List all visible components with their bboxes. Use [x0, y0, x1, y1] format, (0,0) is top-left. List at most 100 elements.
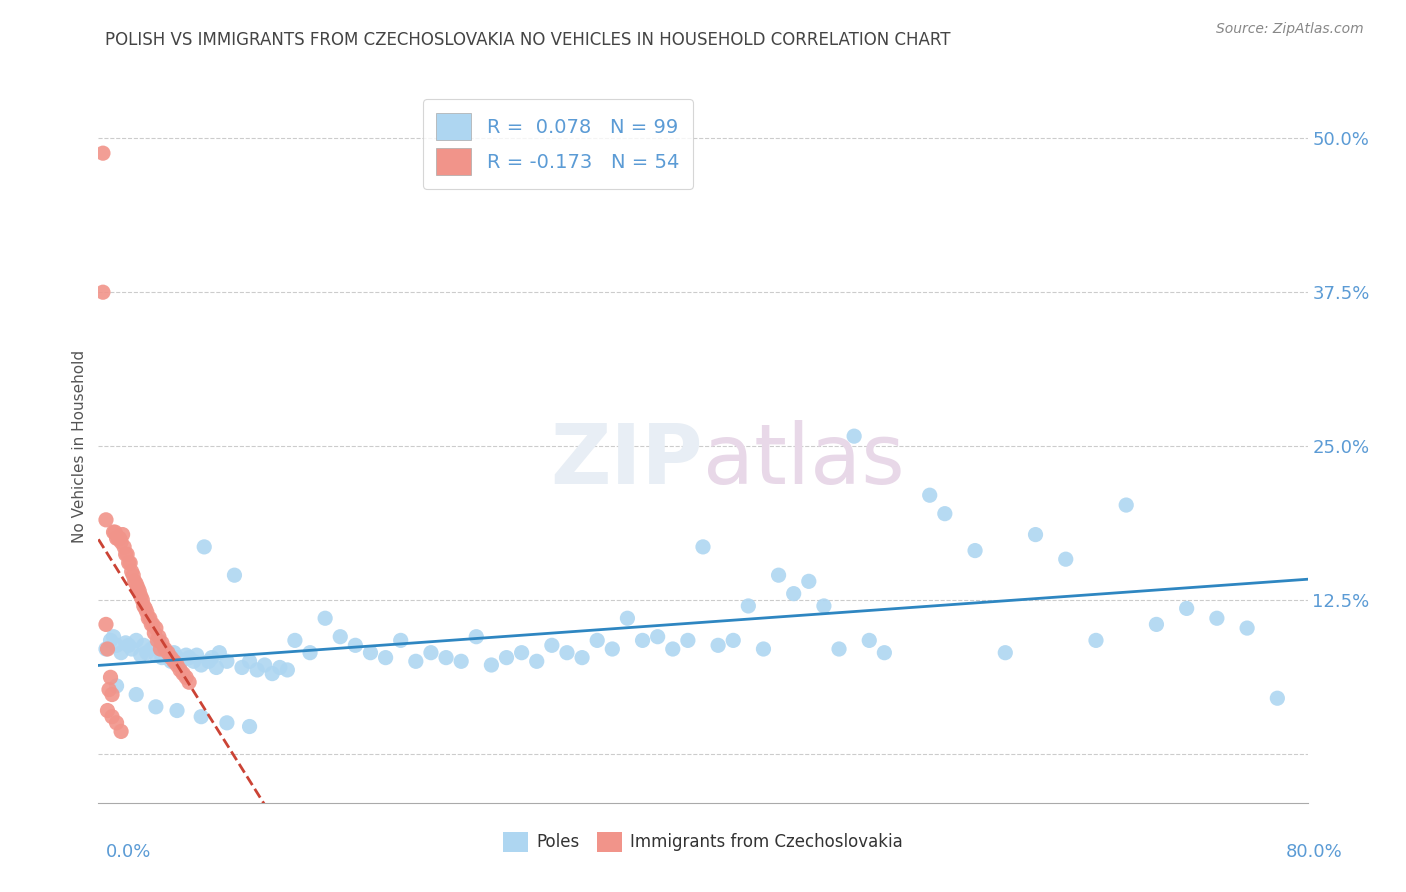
- Point: [111, 527, 134, 541]
- Point: [145, 699, 167, 714]
- Point: [197, 654, 219, 668]
- Point: [360, 646, 382, 660]
- Point: [129, 648, 152, 662]
- Point: [124, 574, 146, 589]
- Point: [94, 513, 117, 527]
- Point: [105, 638, 128, 652]
- Point: [844, 429, 866, 443]
- Point: [121, 642, 143, 657]
- Point: [163, 654, 186, 668]
- Point: [174, 648, 197, 662]
- Point: [374, 650, 396, 665]
- Point: [148, 630, 170, 644]
- Point: [179, 650, 201, 665]
- Point: [752, 642, 775, 657]
- Point: [190, 658, 212, 673]
- Point: [107, 531, 129, 545]
- Point: [1115, 498, 1137, 512]
- Point: [858, 633, 880, 648]
- Point: [586, 633, 609, 648]
- Point: [103, 525, 125, 540]
- Point: [110, 646, 132, 660]
- Point: [183, 654, 205, 668]
- Point: [707, 638, 730, 652]
- Point: [602, 642, 624, 657]
- Point: [125, 633, 148, 648]
- Point: [783, 587, 806, 601]
- Point: [1085, 633, 1108, 648]
- Point: [262, 666, 284, 681]
- Point: [100, 633, 122, 648]
- Point: [190, 709, 212, 723]
- Point: [125, 576, 148, 591]
- Point: [172, 666, 194, 681]
- Point: [555, 646, 578, 660]
- Point: [94, 642, 117, 657]
- Point: [329, 630, 352, 644]
- Point: [125, 688, 148, 702]
- Point: [132, 638, 155, 652]
- Point: [246, 663, 269, 677]
- Point: [450, 654, 472, 668]
- Point: [231, 660, 253, 674]
- Point: [134, 601, 156, 615]
- Point: [160, 654, 183, 668]
- Point: [120, 556, 142, 570]
- Point: [104, 525, 127, 540]
- Point: [344, 638, 367, 652]
- Point: [114, 547, 136, 561]
- Point: [215, 654, 238, 668]
- Point: [813, 599, 835, 613]
- Point: [918, 488, 941, 502]
- Point: [146, 633, 169, 648]
- Point: [128, 584, 150, 599]
- Y-axis label: No Vehicles in Household: No Vehicles in Household: [72, 350, 87, 542]
- Point: [193, 540, 215, 554]
- Point: [169, 663, 191, 677]
- Point: [135, 605, 157, 619]
- Point: [239, 654, 262, 668]
- Point: [91, 285, 114, 300]
- Point: [389, 633, 412, 648]
- Point: [166, 658, 188, 673]
- Point: [135, 646, 157, 660]
- Point: [676, 633, 699, 648]
- Point: [1236, 621, 1258, 635]
- Point: [110, 724, 132, 739]
- Point: [314, 611, 336, 625]
- Point: [112, 540, 135, 554]
- Point: [170, 654, 193, 668]
- Text: atlas: atlas: [703, 420, 904, 500]
- Point: [101, 709, 124, 723]
- Point: [132, 599, 155, 613]
- Point: [269, 660, 291, 674]
- Point: [208, 646, 231, 660]
- Point: [110, 535, 132, 549]
- Point: [616, 611, 638, 625]
- Point: [201, 650, 224, 665]
- Point: [215, 715, 238, 730]
- Point: [166, 704, 188, 718]
- Point: [186, 648, 208, 662]
- Point: [101, 688, 124, 702]
- Point: [100, 670, 122, 684]
- Point: [153, 642, 176, 657]
- Legend: Poles, Immigrants from Czechoslovakia: Poles, Immigrants from Czechoslovakia: [496, 825, 910, 859]
- Point: [434, 650, 457, 665]
- Point: [105, 715, 128, 730]
- Point: [1054, 552, 1077, 566]
- Point: [723, 633, 745, 648]
- Point: [105, 679, 128, 693]
- Point: [934, 507, 956, 521]
- Point: [131, 592, 153, 607]
- Point: [205, 660, 228, 674]
- Text: ZIP: ZIP: [551, 420, 703, 500]
- Point: [768, 568, 790, 582]
- Point: [647, 630, 669, 644]
- Point: [239, 719, 262, 733]
- Point: [115, 547, 138, 561]
- Point: [142, 617, 165, 632]
- Point: [284, 633, 307, 648]
- Point: [141, 617, 163, 632]
- Point: [1206, 611, 1229, 625]
